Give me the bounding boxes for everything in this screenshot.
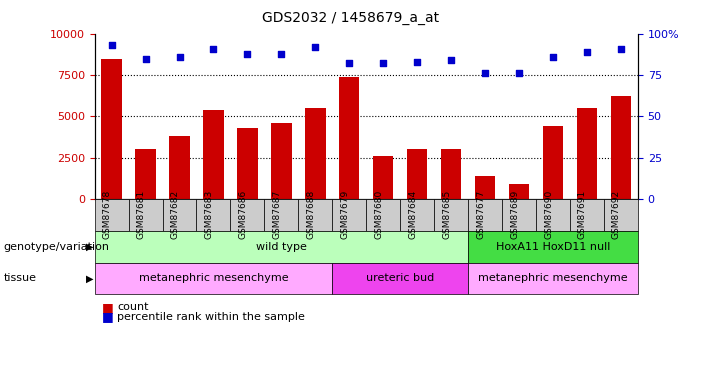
- Bar: [577, 108, 597, 199]
- Point: [140, 56, 151, 62]
- Bar: [373, 156, 393, 199]
- Point: [411, 59, 423, 65]
- Text: GSM87689: GSM87689: [510, 190, 519, 239]
- Text: ureteric bud: ureteric bud: [366, 273, 435, 284]
- Bar: [509, 184, 529, 199]
- Bar: [475, 176, 496, 199]
- Text: wild type: wild type: [256, 242, 307, 252]
- Bar: [339, 76, 360, 199]
- Point: [310, 44, 321, 50]
- Text: GSM87691: GSM87691: [578, 190, 587, 239]
- Point: [343, 60, 355, 66]
- Text: GSM87683: GSM87683: [205, 190, 214, 239]
- Bar: [441, 149, 461, 199]
- Bar: [135, 149, 156, 199]
- Text: percentile rank within the sample: percentile rank within the sample: [117, 312, 305, 322]
- Text: metanephric mesenchyme: metanephric mesenchyme: [139, 273, 288, 284]
- Text: GSM87681: GSM87681: [137, 190, 146, 239]
- Bar: [237, 128, 258, 199]
- Bar: [203, 110, 224, 199]
- Text: ■: ■: [102, 301, 114, 314]
- Text: GSM87687: GSM87687: [273, 190, 281, 239]
- Point: [208, 46, 219, 52]
- Point: [581, 49, 592, 55]
- Text: ▶: ▶: [86, 273, 94, 284]
- Point: [479, 70, 491, 76]
- Text: GSM87685: GSM87685: [442, 190, 451, 239]
- Text: GSM87686: GSM87686: [238, 190, 247, 239]
- Text: tissue: tissue: [4, 273, 36, 284]
- Point: [378, 60, 389, 66]
- Text: GSM87677: GSM87677: [476, 190, 485, 239]
- Text: ■: ■: [102, 310, 114, 323]
- Point: [275, 51, 287, 57]
- Text: GSM87680: GSM87680: [374, 190, 383, 239]
- Bar: [271, 123, 292, 199]
- Point: [174, 54, 185, 60]
- Text: metanephric mesenchyme: metanephric mesenchyme: [478, 273, 628, 284]
- Text: GSM87684: GSM87684: [408, 190, 417, 239]
- Bar: [543, 126, 563, 199]
- Text: HoxA11 HoxD11 null: HoxA11 HoxD11 null: [496, 242, 610, 252]
- Bar: [170, 136, 190, 199]
- Text: genotype/variation: genotype/variation: [4, 242, 109, 252]
- Point: [513, 70, 524, 76]
- Bar: [102, 58, 122, 199]
- Point: [242, 51, 253, 57]
- Text: GSM87682: GSM87682: [170, 190, 179, 239]
- Point: [106, 42, 117, 48]
- Text: GDS2032 / 1458679_a_at: GDS2032 / 1458679_a_at: [262, 11, 439, 25]
- Text: ▶: ▶: [86, 242, 94, 252]
- Point: [547, 54, 559, 60]
- Text: count: count: [117, 303, 149, 312]
- Bar: [305, 108, 325, 199]
- Text: GSM87688: GSM87688: [306, 190, 315, 239]
- Text: GSM87679: GSM87679: [340, 190, 349, 239]
- Text: GSM87678: GSM87678: [102, 190, 111, 239]
- Text: GSM87692: GSM87692: [612, 190, 621, 239]
- Bar: [611, 96, 631, 199]
- Bar: [407, 149, 428, 199]
- Point: [446, 57, 457, 63]
- Point: [615, 46, 627, 52]
- Text: GSM87690: GSM87690: [544, 190, 553, 239]
